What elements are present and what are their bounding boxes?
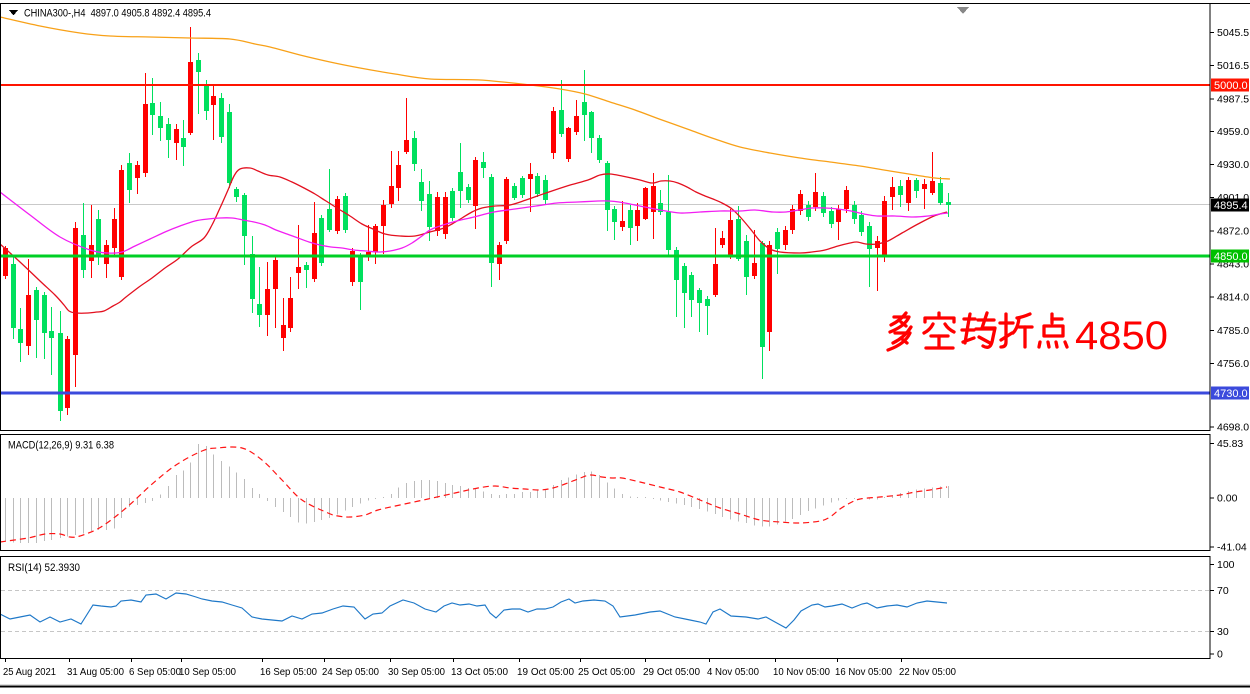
svg-text:13 Oct 05:00: 13 Oct 05:00 [451,667,508,678]
svg-text:5000.0: 5000.0 [1214,80,1248,92]
svg-text:24 Sep 05:00: 24 Sep 05:00 [322,667,379,678]
svg-text:70: 70 [1217,585,1229,597]
svg-text:4698.0: 4698.0 [1217,422,1249,434]
svg-text:16 Nov 05:00: 16 Nov 05:00 [835,667,892,678]
svg-text:4 Nov 05:00: 4 Nov 05:00 [707,667,759,678]
svg-text:16 Sep 05:00: 16 Sep 05:00 [260,667,317,678]
svg-text:0: 0 [1217,649,1223,661]
svg-text:CHINA300-,H4 4897.0 4905.8 48: CHINA300-,H4 4897.0 4905.8 4892.4 4895.4 [24,8,211,20]
svg-text:31 Aug 05:00: 31 Aug 05:00 [67,667,124,678]
svg-text:4959.0: 4959.0 [1217,126,1249,138]
svg-text:4930.0: 4930.0 [1217,159,1249,171]
svg-text:30 Sep 05:00: 30 Sep 05:00 [388,667,445,678]
svg-text:10 Sep 05:00: 10 Sep 05:00 [179,667,236,678]
svg-text:0.00: 0.00 [1217,493,1238,505]
svg-text:100: 100 [1217,559,1235,571]
svg-text:4987.5: 4987.5 [1217,93,1249,105]
svg-text:4756.0: 4756.0 [1217,358,1249,370]
svg-text:4850.0: 4850.0 [1214,251,1248,263]
svg-text:22 Nov 05:00: 22 Nov 05:00 [899,667,956,678]
svg-text:RSI(14) 52.3930: RSI(14) 52.3930 [8,562,80,574]
svg-text:19 Oct 05:00: 19 Oct 05:00 [517,667,574,678]
svg-text:25 Aug 2021: 25 Aug 2021 [3,667,56,678]
svg-text:5045.5: 5045.5 [1217,27,1249,39]
svg-text:4730.0: 4730.0 [1214,388,1248,400]
svg-text:4895.4: 4895.4 [1214,200,1248,212]
svg-text:45.83: 45.83 [1217,438,1243,450]
svg-text:4872.0: 4872.0 [1217,225,1249,237]
svg-text:30: 30 [1217,626,1229,638]
svg-text:29 Oct 05:00: 29 Oct 05:00 [643,667,700,678]
svg-text:4785.0: 4785.0 [1217,325,1249,337]
svg-text:-41.04: -41.04 [1217,541,1247,553]
svg-text:4814.0: 4814.0 [1217,292,1249,304]
svg-text:MACD(12,26,9) 9.31 6.38: MACD(12,26,9) 9.31 6.38 [8,440,114,452]
svg-text:5016.5: 5016.5 [1217,60,1249,72]
svg-text:4850: 4850 [1075,314,1168,358]
svg-text:6 Sep 05:00: 6 Sep 05:00 [129,667,181,678]
svg-text:25 Oct 05:00: 25 Oct 05:00 [578,667,635,678]
svg-text:10 Nov 05:00: 10 Nov 05:00 [773,667,830,678]
